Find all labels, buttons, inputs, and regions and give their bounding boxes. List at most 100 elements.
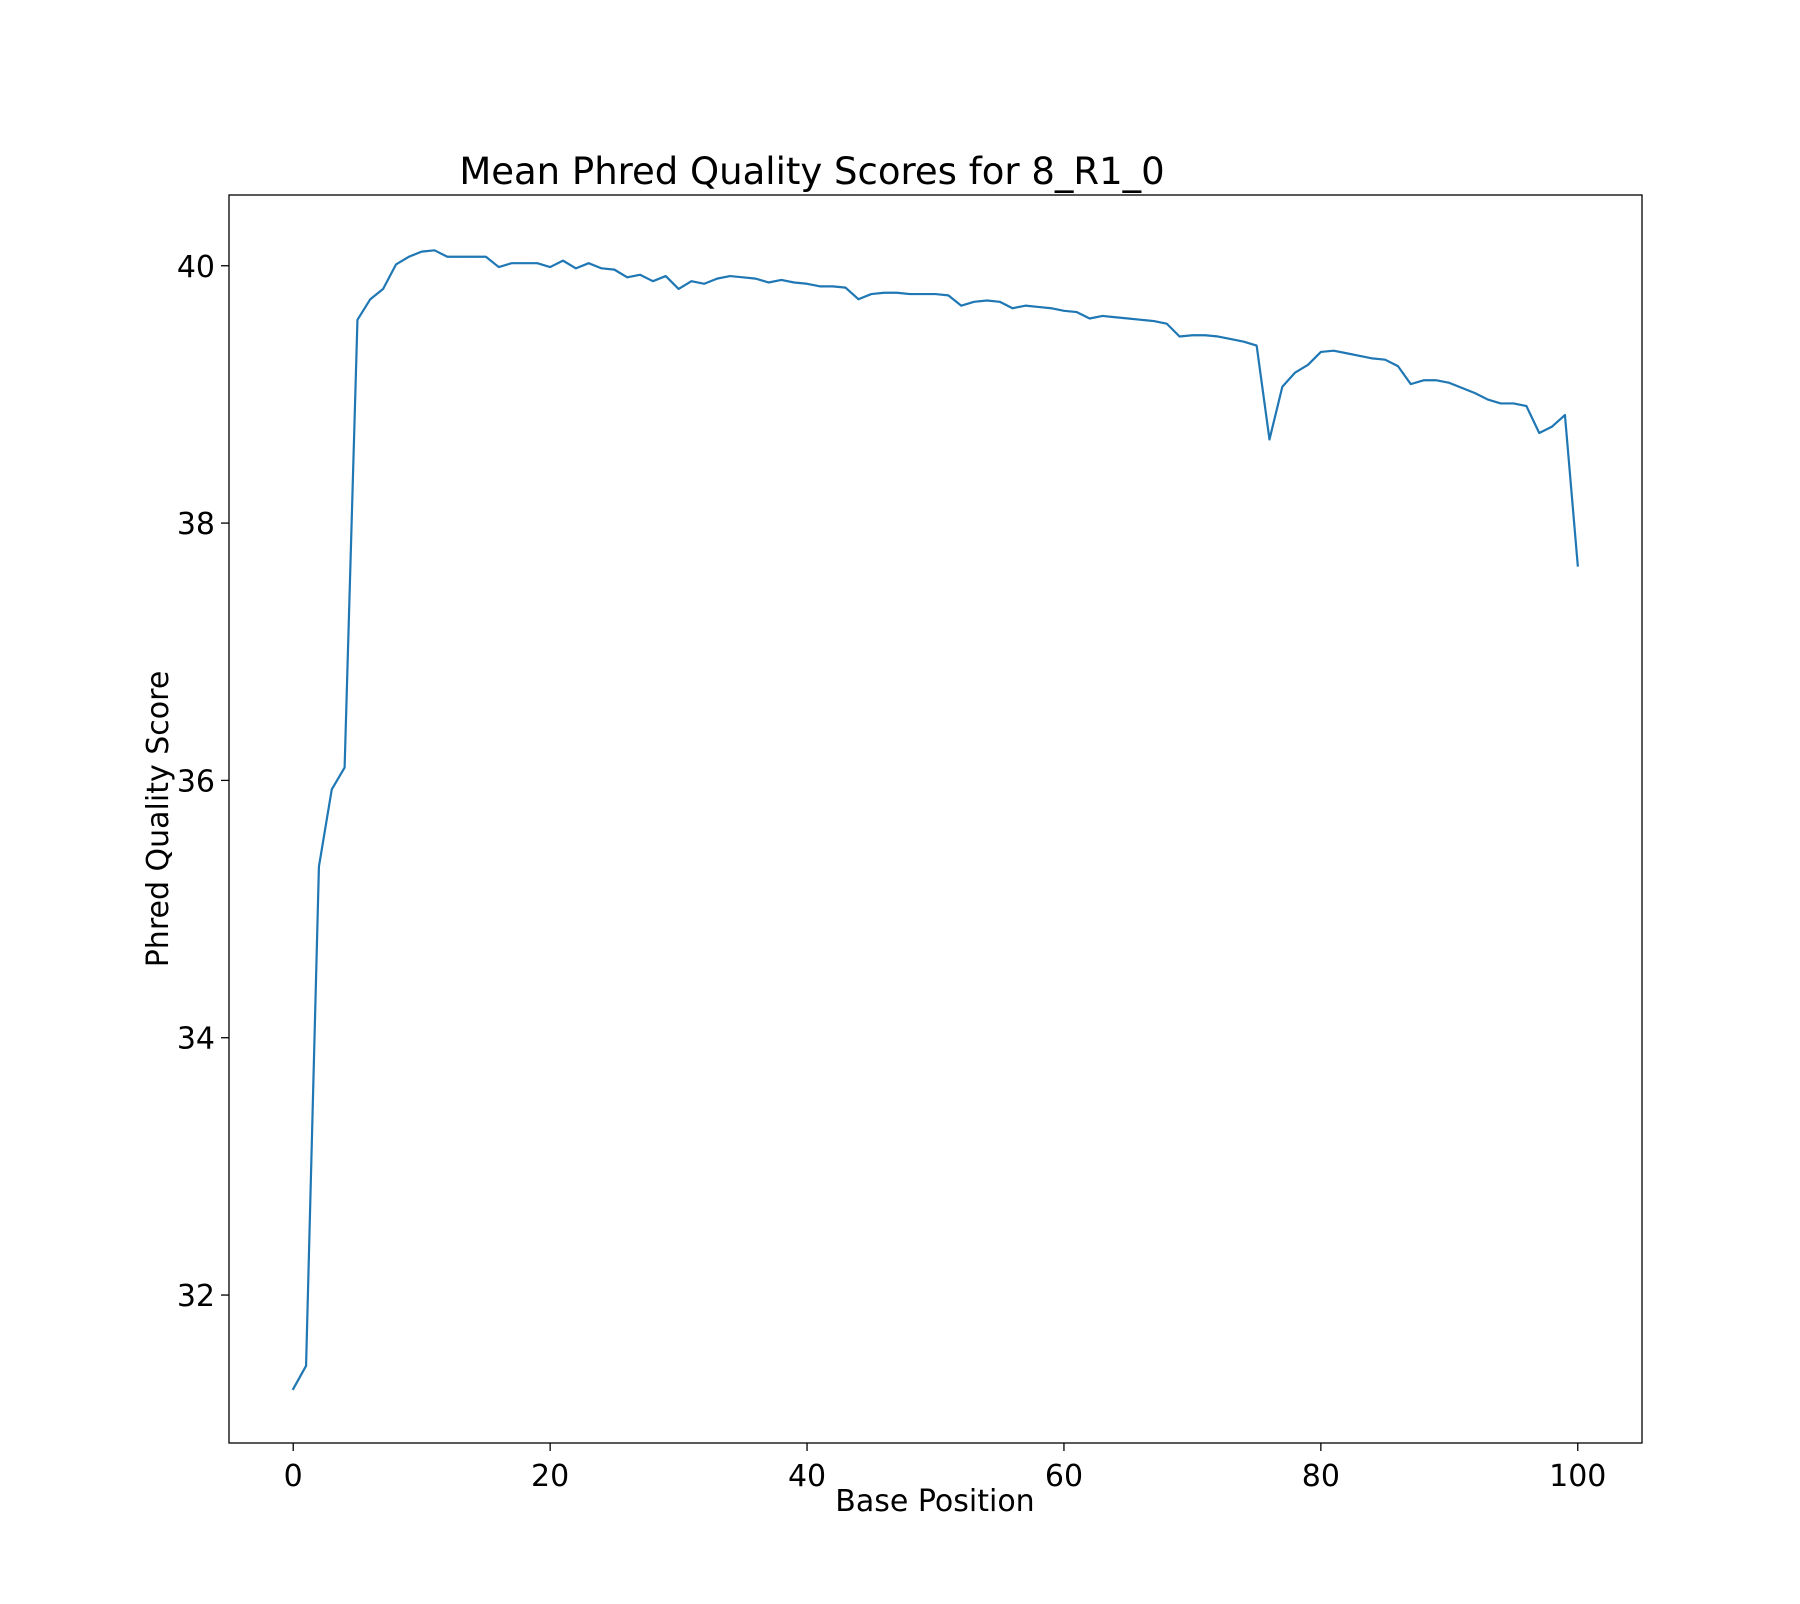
data-point — [639, 274, 641, 276]
data-point — [1500, 402, 1502, 405]
data-point — [523, 262, 526, 264]
data-point — [536, 262, 538, 264]
data-point — [1358, 355, 1360, 357]
y-tick-label: 40 — [177, 250, 215, 285]
data-point — [498, 266, 500, 268]
data-point — [1423, 379, 1425, 381]
data-point — [690, 280, 693, 282]
y-axis: 32 34 36 38 40 — [177, 250, 229, 1314]
x-tick-label: 0 — [284, 1459, 303, 1494]
data-point — [1307, 364, 1309, 366]
data-point — [408, 256, 410, 258]
data-point — [356, 319, 359, 321]
data-point — [600, 267, 603, 269]
y-tick-label: 38 — [177, 507, 215, 542]
data-point — [1512, 402, 1515, 405]
x-tick-label: 40 — [788, 1459, 826, 1494]
data-point — [793, 281, 795, 284]
data-point — [1281, 386, 1283, 388]
x-tick-label: 80 — [1302, 1459, 1340, 1494]
data-point — [562, 260, 564, 262]
data-point — [395, 263, 397, 266]
x-tick-label: 100 — [1549, 1459, 1606, 1494]
data-point — [472, 256, 474, 258]
data-point — [421, 251, 423, 253]
data-point — [1487, 398, 1489, 401]
data-point — [549, 266, 551, 268]
data-point — [857, 298, 860, 300]
data-point — [986, 299, 988, 302]
data-point — [755, 278, 757, 280]
data-point — [844, 287, 847, 289]
data-point — [999, 301, 1001, 303]
data-point — [1448, 382, 1450, 384]
data-point — [446, 256, 448, 258]
data-point — [1294, 371, 1296, 374]
data-point — [459, 256, 461, 258]
data-point — [1333, 350, 1335, 352]
data-point — [1397, 365, 1399, 367]
data-point — [1127, 317, 1129, 320]
data-point — [1230, 338, 1232, 340]
data-point — [819, 285, 821, 287]
data-point — [947, 294, 949, 296]
data-point — [909, 293, 911, 295]
data-point — [973, 301, 975, 303]
x-axis: 0 20 40 60 80 100 — [284, 1443, 1606, 1494]
data-point — [1140, 319, 1142, 321]
data-point — [934, 293, 937, 295]
data-point — [1320, 351, 1322, 353]
data-point — [883, 292, 885, 294]
data-point — [896, 292, 898, 294]
data-point — [331, 788, 333, 791]
data-point — [1037, 306, 1039, 308]
x-tick-label: 20 — [531, 1459, 569, 1494]
data-point — [1178, 335, 1181, 338]
chart-title: Mean Phred Quality Scores for 8_R1_0 — [459, 150, 1164, 193]
data-point — [613, 269, 615, 271]
data-point — [806, 283, 808, 285]
data-point — [729, 275, 731, 277]
data-point — [369, 298, 371, 300]
data-point — [922, 293, 924, 295]
data-point — [575, 267, 577, 269]
plot-area — [228, 194, 1643, 1444]
data-point — [382, 288, 384, 290]
data-point — [677, 288, 680, 290]
data-point — [1011, 307, 1014, 309]
data-point — [780, 279, 782, 281]
data-point — [1474, 392, 1476, 394]
y-tick-label: 36 — [177, 764, 215, 799]
data-point — [1256, 344, 1258, 347]
data-point — [1191, 334, 1194, 336]
data-point — [1076, 311, 1078, 313]
data-point — [1166, 323, 1168, 325]
data-point — [1153, 320, 1155, 322]
data-point — [742, 276, 744, 278]
data-point — [1050, 307, 1052, 309]
series-points — [292, 249, 1579, 1390]
plot-frame — [228, 194, 1643, 1444]
data-point — [1101, 315, 1104, 317]
data-point — [305, 1365, 307, 1367]
data-point — [1089, 317, 1091, 320]
data-point — [652, 280, 654, 282]
data-point — [870, 293, 872, 295]
data-point — [1114, 316, 1116, 318]
data-point — [433, 249, 436, 251]
data-point — [1384, 359, 1386, 361]
data-point — [1564, 414, 1566, 416]
data-point — [1243, 341, 1245, 343]
data-point — [1577, 564, 1579, 567]
data-point — [1268, 438, 1271, 441]
data-point — [588, 262, 590, 264]
data-point — [1024, 305, 1027, 307]
data-point — [767, 281, 770, 284]
data-point — [1063, 310, 1065, 312]
data-point — [665, 275, 667, 277]
data-point — [716, 278, 718, 280]
data-point — [318, 866, 320, 868]
data-point — [1204, 334, 1206, 336]
